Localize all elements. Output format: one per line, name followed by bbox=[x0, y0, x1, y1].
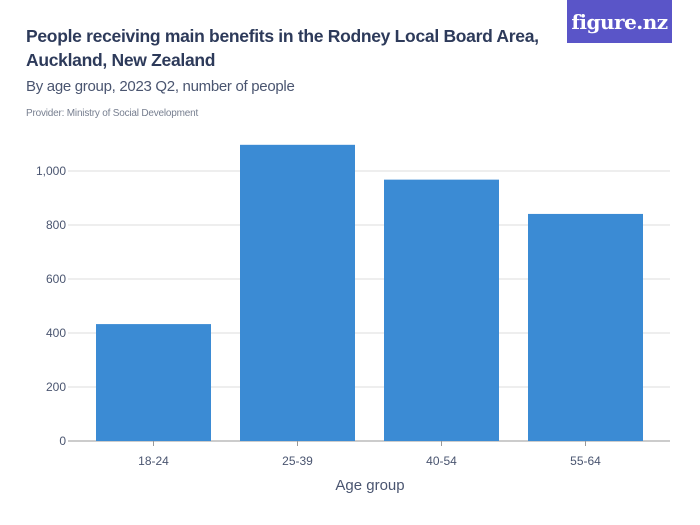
y-tick-label: 800 bbox=[46, 218, 66, 232]
x-axis-label: Age group bbox=[335, 477, 404, 494]
y-tick-label: 1,000 bbox=[36, 164, 66, 178]
bar-55-64[interactable] bbox=[528, 213, 643, 441]
x-tick-label: 55-64 bbox=[570, 454, 601, 468]
y-tick-label: 600 bbox=[46, 272, 66, 286]
y-tick-label: 200 bbox=[46, 380, 66, 394]
y-tick-label: 400 bbox=[46, 326, 66, 340]
provider-text: Provider: Ministry of Social Development bbox=[26, 108, 199, 119]
figure-nz-logo[interactable]: figure.nz bbox=[567, 0, 672, 43]
bar-25-39[interactable] bbox=[240, 144, 355, 441]
x-tick-label: 18-24 bbox=[138, 454, 169, 468]
chart-subtitle: By age group, 2023 Q2, number of people bbox=[26, 78, 295, 95]
bar-18-24[interactable] bbox=[96, 324, 211, 441]
bar-40-54[interactable] bbox=[384, 179, 499, 441]
x-tick-label: 40-54 bbox=[426, 454, 457, 468]
x-tick-label: 25-39 bbox=[282, 454, 313, 468]
y-tick-label: 0 bbox=[59, 434, 66, 448]
chart-title: People receiving main benefits in the Ro… bbox=[26, 26, 539, 70]
